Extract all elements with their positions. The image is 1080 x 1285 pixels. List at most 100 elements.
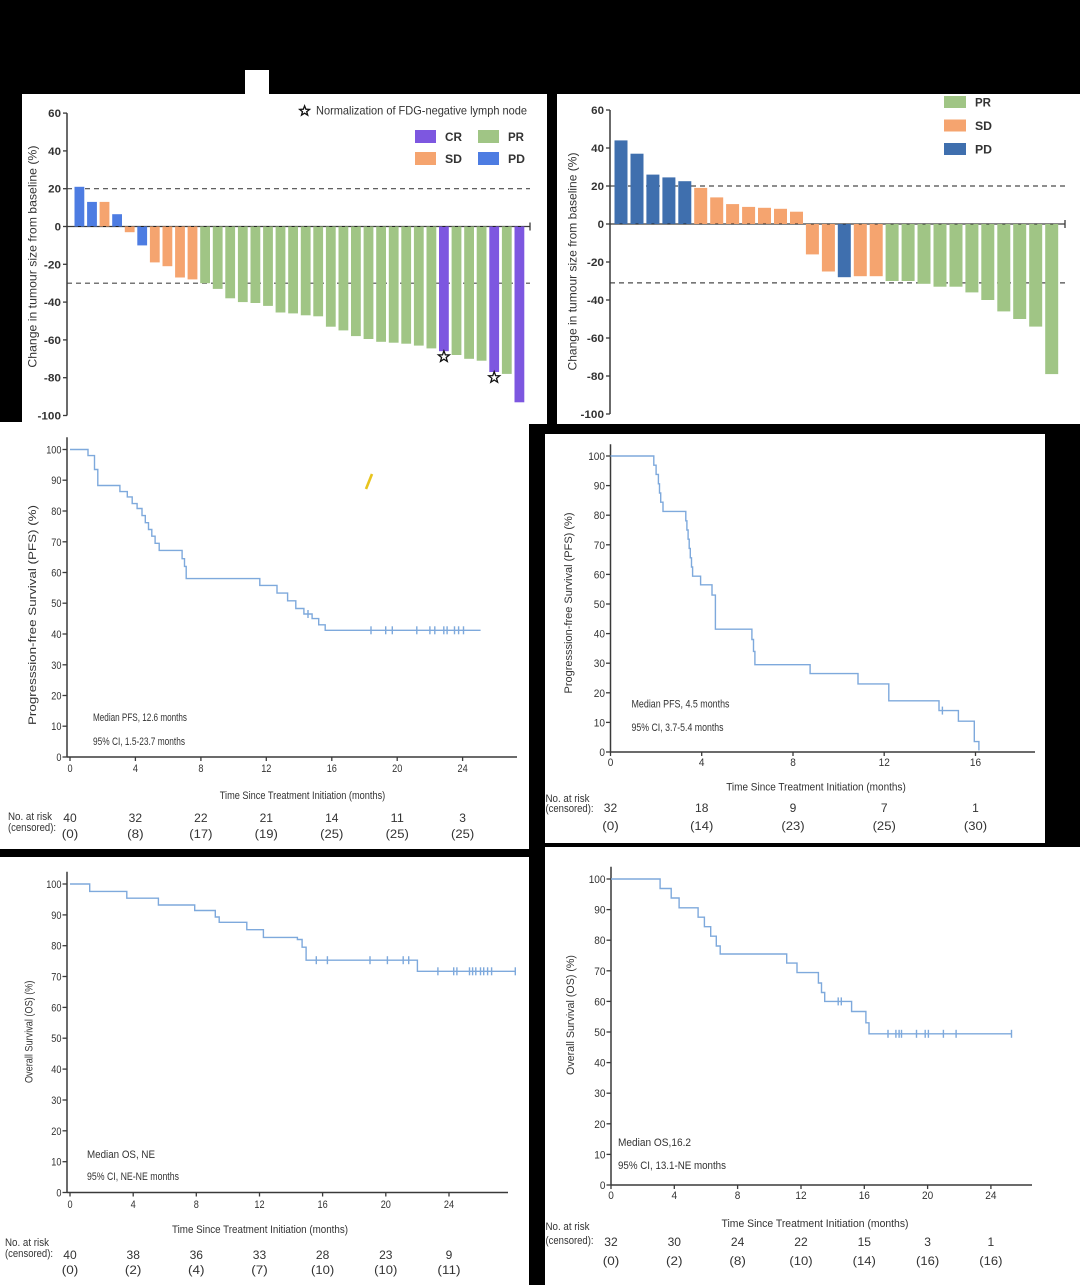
svg-text:-80: -80 [587, 371, 604, 383]
svg-text:Change in tumour size from bas: Change in tumour size from baseline (%) [566, 153, 580, 371]
svg-text:-60: -60 [44, 335, 61, 347]
svg-text:(25): (25) [873, 821, 896, 833]
svg-text:40: 40 [594, 1058, 605, 1070]
svg-text:0: 0 [67, 763, 72, 775]
svg-text:20: 20 [594, 688, 605, 700]
svg-text:(0): (0) [62, 1265, 79, 1277]
svg-text:100: 100 [46, 879, 61, 891]
svg-text:30: 30 [594, 1088, 605, 1100]
svg-text:12: 12 [795, 1190, 806, 1202]
svg-text:4: 4 [672, 1190, 678, 1202]
svg-text:11: 11 [391, 813, 404, 825]
svg-text:16: 16 [318, 1199, 328, 1211]
svg-text:20: 20 [922, 1190, 933, 1202]
svg-text:22: 22 [194, 813, 207, 825]
svg-text:40: 40 [48, 146, 61, 158]
svg-text:50: 50 [51, 1033, 61, 1045]
svg-text:(8): (8) [127, 829, 144, 841]
svg-text:20: 20 [392, 763, 402, 775]
svg-text:(25): (25) [451, 829, 474, 841]
svg-text:40: 40 [63, 1250, 76, 1262]
svg-text:-100: -100 [38, 411, 62, 423]
svg-text:Time Since Treatment Initiatio: Time Since Treatment Initiation (months) [172, 1224, 348, 1236]
svg-text:0: 0 [56, 752, 61, 764]
svg-text:(11): (11) [437, 1265, 460, 1277]
svg-text:30: 30 [51, 660, 61, 672]
svg-text:SD: SD [445, 152, 462, 166]
svg-text:10: 10 [51, 1157, 61, 1169]
svg-text:(23): (23) [781, 821, 804, 833]
svg-text:(10): (10) [311, 1265, 334, 1277]
svg-text:33: 33 [253, 1250, 266, 1262]
svg-text:0: 0 [55, 222, 61, 234]
svg-text:(30): (30) [964, 821, 987, 833]
svg-text:90: 90 [51, 475, 61, 487]
svg-text:70: 70 [51, 537, 61, 549]
svg-text:(14): (14) [690, 821, 713, 833]
svg-text:60: 60 [51, 1002, 61, 1014]
svg-text:1: 1 [988, 1237, 995, 1249]
svg-text:70: 70 [594, 540, 605, 552]
svg-text:100: 100 [46, 445, 61, 457]
svg-text:32: 32 [129, 813, 142, 825]
svg-text:8: 8 [790, 757, 796, 769]
svg-text:16: 16 [970, 757, 981, 769]
svg-text:60: 60 [594, 569, 605, 581]
svg-text:(2): (2) [125, 1265, 142, 1277]
svg-text:0: 0 [599, 747, 605, 759]
svg-text:80: 80 [51, 506, 61, 518]
svg-text:1: 1 [972, 803, 979, 815]
svg-text:20: 20 [48, 184, 61, 196]
svg-text:(10): (10) [374, 1265, 397, 1277]
svg-text:50: 50 [594, 599, 605, 611]
svg-text:40: 40 [51, 629, 61, 641]
svg-text:20: 20 [51, 1126, 61, 1138]
svg-text:16: 16 [327, 763, 337, 775]
svg-text:No. at risk: No. at risk [546, 793, 590, 805]
svg-text:Overall Survival (OS) (%): Overall Survival (OS) (%) [24, 981, 36, 1084]
svg-text:Progresssion-free Survival (PF: Progresssion-free Survival (PFS) (%) [27, 505, 39, 725]
svg-text:-80: -80 [44, 373, 61, 385]
svg-text:(censored):: (censored): [546, 803, 594, 815]
svg-text:60: 60 [51, 568, 61, 580]
svg-text:3: 3 [924, 1237, 931, 1249]
svg-text:(censored):: (censored): [8, 822, 56, 834]
svg-text:20: 20 [381, 1199, 391, 1211]
svg-text:100: 100 [589, 874, 606, 886]
svg-text:22: 22 [794, 1237, 807, 1249]
svg-text:40: 40 [594, 629, 605, 641]
svg-text:8: 8 [198, 763, 203, 775]
svg-text:(8): (8) [729, 1256, 746, 1268]
svg-text:36: 36 [190, 1250, 203, 1262]
svg-text:CR: CR [445, 130, 462, 144]
svg-text:8: 8 [735, 1190, 741, 1202]
svg-text:7: 7 [881, 803, 888, 815]
svg-text:90: 90 [594, 481, 605, 493]
svg-text:(10): (10) [789, 1256, 812, 1268]
svg-text:20: 20 [591, 181, 604, 193]
svg-text:80: 80 [594, 510, 605, 522]
svg-text:PR: PR [508, 130, 524, 144]
svg-text:Progresssion-free Survival (PF: Progresssion-free Survival (PFS) (%) [563, 513, 575, 694]
svg-text:23: 23 [379, 1250, 392, 1262]
svg-text:10: 10 [594, 1149, 605, 1161]
svg-text:(0): (0) [602, 821, 619, 833]
svg-text:15: 15 [858, 1237, 871, 1249]
svg-text:PD: PD [508, 152, 525, 166]
svg-text:(14): (14) [853, 1256, 876, 1268]
svg-text:21: 21 [260, 813, 273, 825]
svg-text:24: 24 [731, 1237, 745, 1249]
svg-text:18: 18 [695, 803, 708, 815]
svg-text:(25): (25) [386, 829, 409, 841]
svg-text:100: 100 [588, 451, 605, 463]
svg-text:PD: PD [975, 143, 992, 157]
svg-text:(2): (2) [666, 1256, 683, 1268]
svg-text:95% CI, 13.1-NE months: 95% CI, 13.1-NE months [618, 1160, 726, 1172]
svg-text:-40: -40 [587, 295, 604, 307]
svg-text:16: 16 [859, 1190, 870, 1202]
svg-text:No. at risk: No. at risk [546, 1221, 590, 1233]
svg-text:(25): (25) [320, 829, 343, 841]
svg-text:40: 40 [63, 813, 76, 825]
svg-text:(4): (4) [188, 1265, 205, 1277]
svg-text:90: 90 [594, 905, 605, 917]
